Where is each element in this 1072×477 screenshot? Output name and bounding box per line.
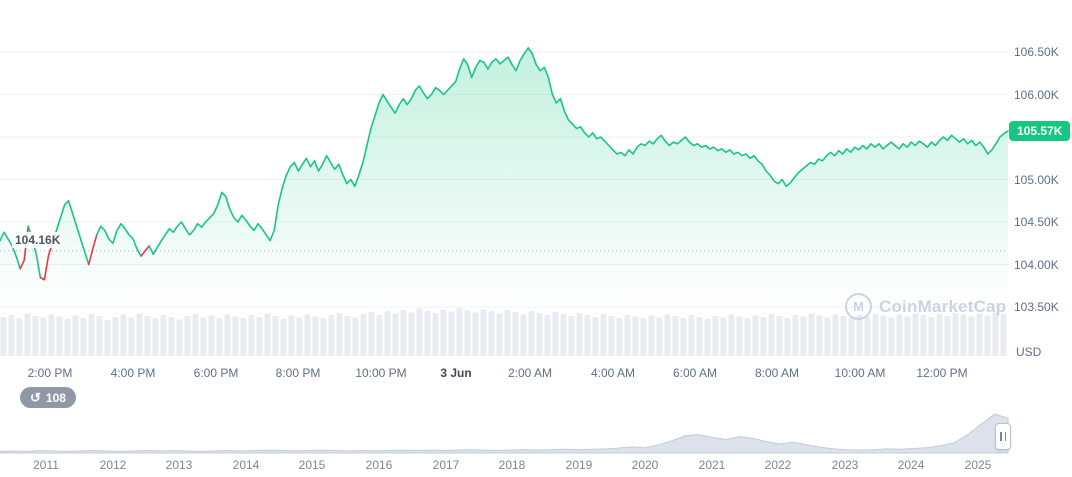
year-axis-label: 2018: [498, 458, 526, 472]
year-axis-label: 2016: [365, 458, 393, 472]
time-axis-label: 6:00 PM: [193, 366, 239, 380]
year-axis-label: 2012: [99, 458, 127, 472]
currency-label: USD: [1016, 345, 1042, 359]
price-axis-label: 106.00K: [1014, 87, 1059, 102]
time-axis-label: 2:00 AM: [507, 366, 553, 380]
price-chart-canvas[interactable]: [0, 0, 1010, 358]
current-price-badge: 105.57K: [1009, 121, 1071, 142]
history-count-badge[interactable]: ↺ 108: [20, 387, 76, 408]
prev-close-label: 104.16K: [12, 231, 64, 248]
price-axis-label: 104.50K: [1014, 215, 1059, 229]
navigator-handle[interactable]: [995, 423, 1011, 450]
year-axis-label: 2017: [432, 458, 460, 472]
year-axis-label: 2020: [631, 458, 659, 472]
time-axis-label: 12:00 PM: [916, 366, 968, 380]
year-axis-label: 2011: [33, 458, 59, 472]
time-axis-label: 3 Jun: [440, 366, 472, 380]
time-axis-label: 10:00 PM: [355, 366, 407, 380]
time-axis: 2:00 PM 4:00 PM 6:00 PM 8:00 PM 10:00 PM 3 Ju…: [0, 366, 1010, 384]
time-axis-label: 4:00 AM: [590, 366, 636, 380]
coinmarketcap-watermark: M CoinMarketCap: [845, 293, 1006, 320]
year-axis-label: 2024: [897, 458, 925, 472]
year-axis-label: 2022: [764, 458, 792, 472]
year-axis-label: 2021: [698, 458, 726, 472]
watermark-text: CoinMarketCap: [879, 296, 1007, 316]
year-axis-label: 2014: [232, 458, 260, 472]
year-axis-label: 2013: [165, 458, 193, 472]
coinmarketcap-logo-icon: M: [845, 293, 872, 320]
price-axis-label: 106.50K: [1014, 45, 1059, 59]
history-icon: ↺: [30, 390, 41, 405]
year-axis: 2011 2012 2013 2014 2015 2016 2017 2018 2019 2020…: [0, 458, 1010, 474]
year-axis-label: 2025: [964, 458, 992, 472]
history-count-label: 108: [45, 390, 66, 405]
time-axis-label: 4:00 PM: [110, 366, 156, 380]
year-axis-label: 2019: [565, 458, 593, 472]
price-axis-label: 103.50K: [1014, 300, 1059, 314]
price-axis-label: 105.00K: [1014, 172, 1059, 187]
time-axis-label: 2:00 PM: [27, 366, 73, 380]
year-axis-label: 2015: [298, 458, 326, 472]
time-axis-label: 6:00 AM: [672, 366, 718, 380]
time-axis-label: 8:00 AM: [754, 366, 800, 380]
range-navigator[interactable]: [0, 408, 1010, 454]
year-axis-label: 2023: [831, 458, 859, 472]
time-axis-label: 10:00 AM: [834, 366, 886, 380]
price-axis-label: 104.00K: [1014, 257, 1059, 272]
time-axis-label: 8:00 PM: [275, 366, 321, 380]
